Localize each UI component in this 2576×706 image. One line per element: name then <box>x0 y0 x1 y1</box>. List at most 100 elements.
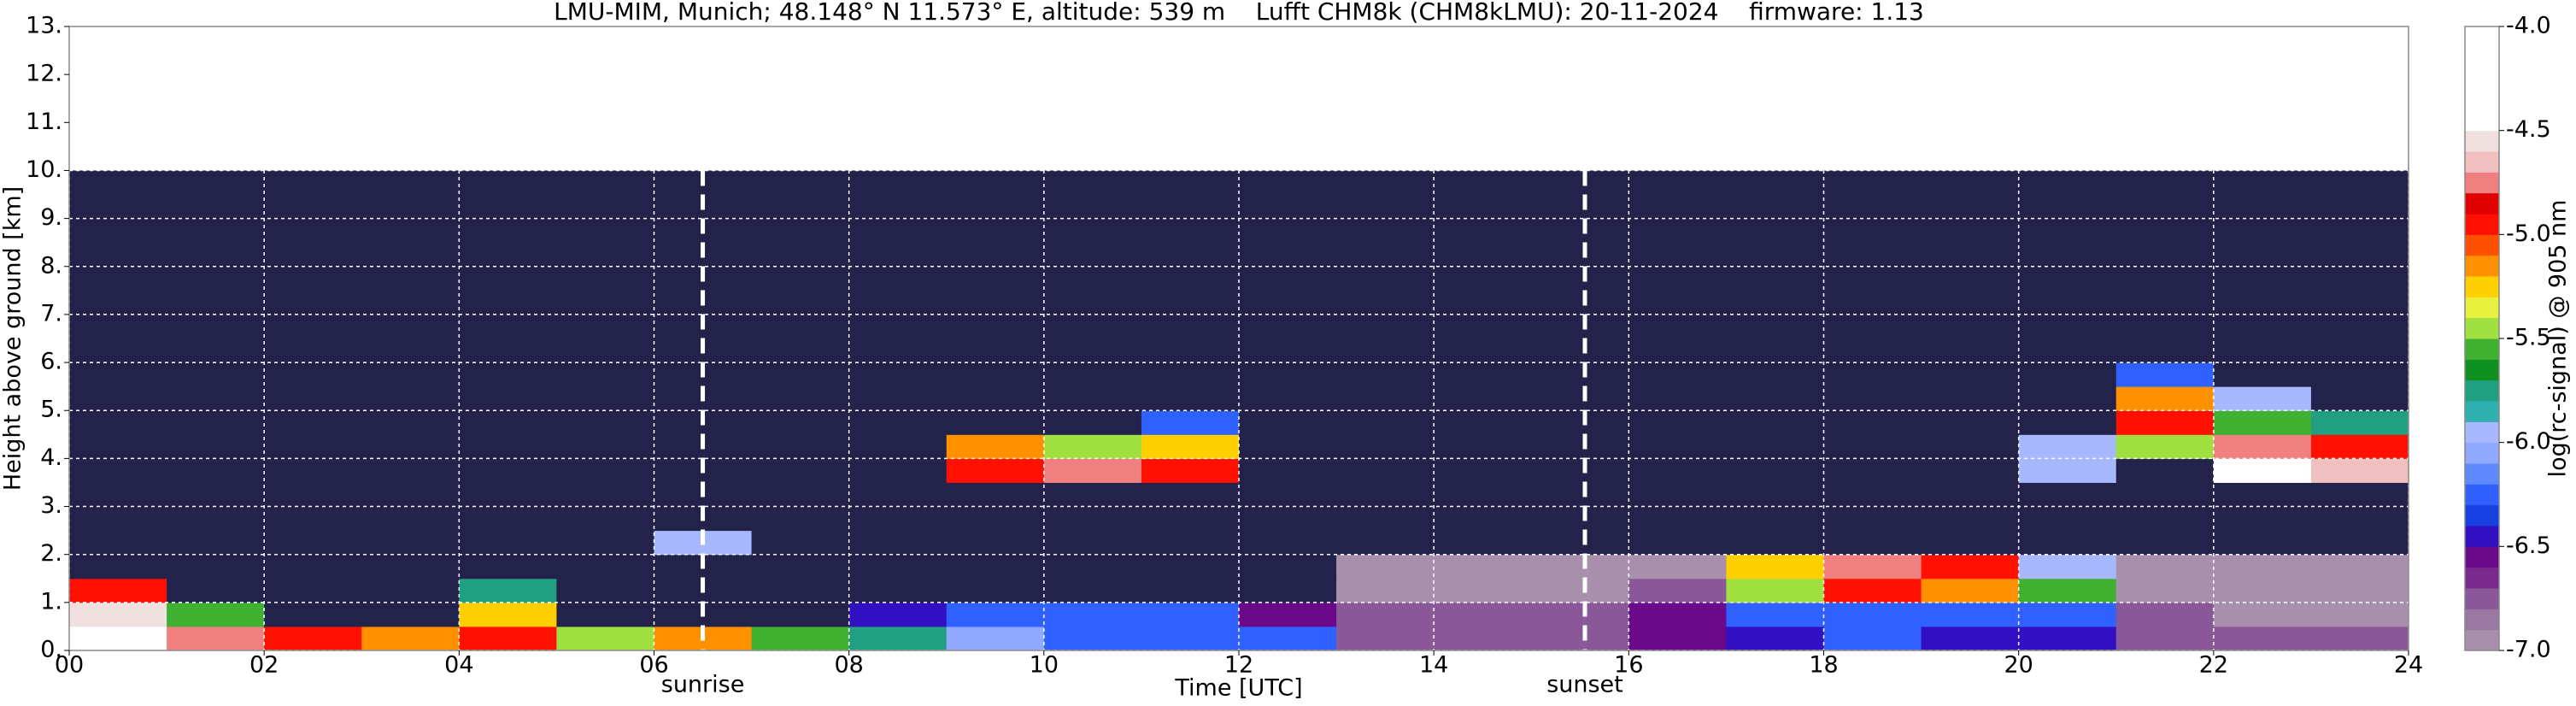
x-tick-label: 12 <box>1224 652 1253 679</box>
heatmap-cell <box>459 530 557 556</box>
heatmap-cell <box>1043 578 1142 603</box>
heatmap-cell <box>751 266 850 291</box>
heatmap-cell <box>2310 362 2409 387</box>
heatmap-cell <box>167 578 265 603</box>
heatmap-cell <box>1336 554 1435 580</box>
heatmap-cell <box>1823 386 1922 411</box>
heatmap-cell <box>69 314 167 339</box>
heatmap-cell <box>2115 530 2215 556</box>
heatmap-cell <box>1043 458 1142 483</box>
y-tick-label: 6. <box>40 349 62 375</box>
heatmap-cell <box>167 194 265 220</box>
chart-title: LMU-MIM, Munich; 48.148° N 11.573° E, al… <box>554 0 1924 26</box>
heatmap-cell <box>946 626 1045 651</box>
heatmap-cell <box>1921 626 2020 651</box>
heatmap-cell <box>2310 602 2409 627</box>
heatmap-cell <box>2310 266 2409 291</box>
heatmap-cell <box>1921 338 2020 363</box>
heatmap-cell <box>1823 602 1922 627</box>
heatmap-cell <box>459 410 557 435</box>
heatmap-cell <box>69 290 167 315</box>
heatmap-cell <box>751 506 850 532</box>
heatmap-cell <box>1239 482 1337 508</box>
heatmap-cell <box>1823 314 1922 339</box>
heatmap-cell <box>1628 266 1727 291</box>
heatmap-cell <box>1043 554 1142 580</box>
heatmap-cell <box>1043 626 1142 651</box>
heatmap-cell <box>751 170 850 196</box>
colorbar-tick-label: -4.0 <box>2506 13 2551 39</box>
heatmap-cell <box>459 290 557 315</box>
heatmap-cell <box>2115 554 2215 580</box>
heatmap-cell <box>1141 482 1240 508</box>
colorbar-swatch <box>2465 588 2499 609</box>
heatmap-cell <box>264 482 362 508</box>
heatmap-cell <box>848 266 948 291</box>
heatmap-cell <box>2213 194 2312 220</box>
heatmap-cell <box>556 506 654 532</box>
x-tick-label: 24 <box>2394 652 2423 679</box>
heatmap-cell <box>2115 410 2215 435</box>
x-tick-label: 10 <box>1030 652 1059 679</box>
heatmap-cell <box>69 434 167 459</box>
heatmap-cell <box>1823 458 1922 483</box>
heatmap-cell <box>167 506 265 532</box>
heatmap-cell <box>946 506 1045 532</box>
heatmap-cell <box>946 218 1045 244</box>
heatmap-cell <box>751 218 850 244</box>
heatmap-cell <box>946 482 1045 508</box>
heatmap-cell <box>459 218 557 244</box>
heatmap-cell <box>2115 362 2215 387</box>
heatmap-cell <box>848 602 948 627</box>
heatmap-cell <box>361 554 460 580</box>
heatmap-cell <box>1628 242 1727 268</box>
heatmap-cell <box>1141 194 1240 220</box>
heatmap-cell <box>167 482 265 508</box>
heatmap-cell <box>848 578 948 603</box>
heatmap-cell <box>1141 626 1240 651</box>
heatmap-cell <box>946 170 1045 196</box>
heatmap-cell <box>1531 410 1629 435</box>
colorbar-swatch <box>2465 89 2499 110</box>
heatmap-cell <box>1434 554 1532 580</box>
heatmap-cell <box>1531 266 1629 291</box>
heatmap-cell <box>2115 194 2215 220</box>
heatmap-cell <box>2115 290 2215 315</box>
heatmap-cell <box>2018 314 2117 339</box>
colorbar-swatch <box>2465 567 2499 589</box>
colorbar-swatch <box>2465 463 2499 485</box>
heatmap-cell <box>1239 530 1337 556</box>
heatmap-cell <box>1043 602 1142 627</box>
heatmap-cell <box>946 434 1045 459</box>
heatmap-cell <box>2018 242 2117 268</box>
heatmap-cell <box>1141 362 1240 387</box>
heatmap-cell <box>1628 602 1727 627</box>
heatmap-cell <box>2213 434 2312 459</box>
heatmap-cell <box>1239 194 1337 220</box>
x-tick-label: 06 <box>639 652 668 679</box>
heatmap-cell <box>361 410 460 435</box>
x-tick-label: 02 <box>249 652 279 679</box>
heatmap-cell <box>361 314 460 339</box>
heatmap-cell <box>1434 194 1532 220</box>
annotation-label: sunrise <box>661 672 745 698</box>
y-tick-label: 8. <box>40 252 62 279</box>
heatmap-cell <box>1434 626 1532 651</box>
heatmap-cell <box>751 434 850 459</box>
heatmap-cell <box>1239 338 1337 363</box>
heatmap-cell <box>556 266 654 291</box>
heatmap-cell <box>2213 458 2312 483</box>
heatmap-cell <box>1239 458 1337 483</box>
heatmap-cell <box>1043 362 1142 387</box>
heatmap-cell <box>1434 602 1532 627</box>
heatmap-cell <box>264 194 362 220</box>
heatmap-cell <box>167 170 265 196</box>
heatmap-cell <box>264 170 362 196</box>
heatmap-cell <box>1434 506 1532 532</box>
heatmap-cell <box>1336 194 1435 220</box>
heatmap-cell <box>264 266 362 291</box>
colorbar-swatch <box>2465 130 2499 152</box>
heatmap-cell <box>556 386 654 411</box>
heatmap-cell <box>556 626 654 651</box>
heatmap-cell <box>848 290 948 315</box>
